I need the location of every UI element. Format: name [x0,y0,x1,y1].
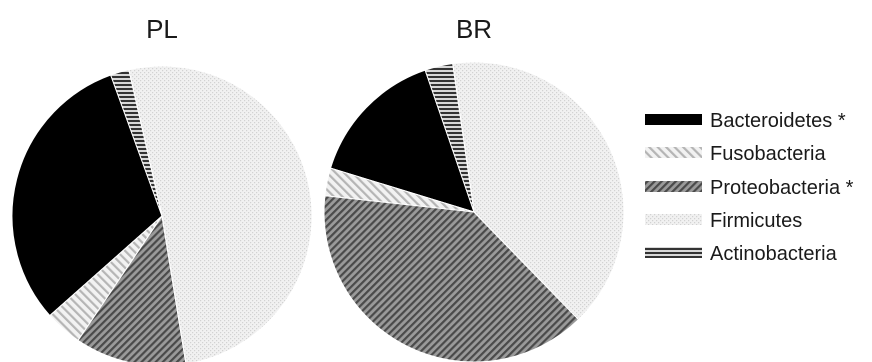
pie-slice-br-firmicutes [452,61,625,321]
pie-slice-pl-proteobacteria [77,214,187,362]
legend-label-actinobacteria: Actinobacteria [710,243,838,265]
legend-item-bacteroidetes: Bacteroidetes * [645,110,846,132]
legend-label-bacteroidetes: Bacteroidetes * [710,110,846,132]
pie-chart-br: BR [323,14,625,362]
legend-swatch-firmicutes [645,214,702,225]
legend-label-firmicutes: Firmicutes [710,210,802,232]
legend-swatch-actinobacteria [645,247,702,258]
legend-item-proteobacteria: Proteobacteria * [645,177,854,199]
pie-slice-pl-actinobacteria [110,69,163,217]
legend-item-fusobacteria: Fusobacteria [645,143,826,165]
pie-slice-pl-bacteroidetes [11,74,163,317]
legend-item-actinobacteria: Actinobacteria [645,243,838,265]
legend-swatch-bacteroidetes [645,114,702,125]
legend-label-fusobacteria: Fusobacteria [710,143,826,165]
pie-slice-br-proteobacteria [323,195,580,362]
legend-label-proteobacteria: Proteobacteria * [710,177,854,199]
pie-slice-pl-firmicutes [128,65,313,362]
pie-chart-pl: PL [11,14,313,362]
chart-title-pl: PL [146,14,178,44]
pie-slices-pl [11,65,313,362]
chart-title-br: BR [456,14,492,44]
legend-swatch-proteobacteria [645,181,702,192]
legend-swatch-fusobacteria [645,147,702,158]
legend: Bacteroidetes * Fusobacteria Proteobacte… [645,110,854,265]
legend-item-firmicutes: Firmicutes [645,210,802,232]
pie-slice-br-actinobacteria [424,62,475,213]
pie-slices-br [323,61,625,362]
pie-slice-br-bacteroidetes [329,69,475,213]
